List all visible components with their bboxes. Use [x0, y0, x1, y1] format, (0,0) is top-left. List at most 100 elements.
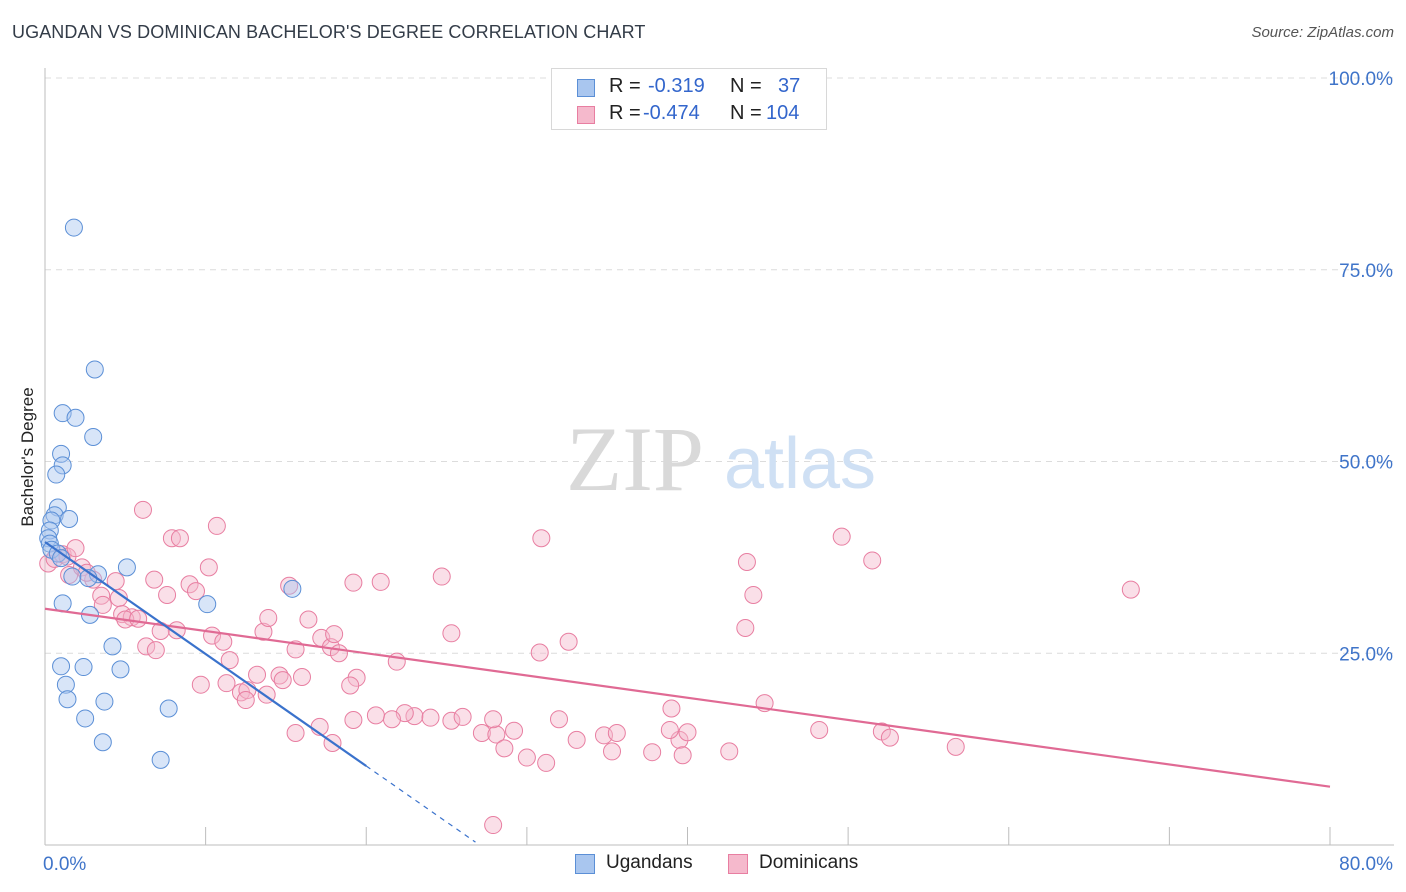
dominican-point	[442, 711, 461, 730]
dominican-point	[421, 708, 440, 727]
trendlines	[44, 541, 1331, 843]
dominican-point	[286, 640, 305, 659]
dominican-point	[880, 728, 899, 747]
dominican-point	[207, 516, 226, 535]
dominican-point	[484, 710, 503, 729]
dominican-point	[344, 573, 363, 592]
watermark-zip: ZIP	[566, 408, 704, 510]
dominican-point	[559, 632, 578, 651]
r-value: -0.319	[648, 75, 705, 97]
dominican-point	[505, 721, 524, 740]
dominican-point	[603, 742, 622, 761]
dominican-trendline	[44, 607, 1331, 788]
dominican-point	[736, 618, 755, 637]
dominican-point	[341, 676, 360, 695]
legend-dominican-label: Dominicans	[759, 852, 859, 873]
dominican-point	[442, 624, 461, 643]
r-value: -0.474	[643, 102, 700, 124]
dominican-point	[607, 724, 626, 743]
dominican-point	[280, 576, 299, 595]
ugandan-trendline	[44, 541, 367, 767]
gridlines	[45, 77, 1394, 654]
dominican-point	[432, 567, 451, 586]
dominican-point	[92, 586, 111, 605]
dominican-point	[405, 707, 424, 726]
ugandan-point	[198, 595, 217, 614]
dominican-point	[810, 720, 829, 739]
dominican-point	[495, 739, 514, 758]
dominican-point	[66, 539, 85, 558]
r-label: R =	[609, 102, 641, 124]
ugandan-point	[47, 465, 66, 484]
dominican-point	[325, 625, 344, 644]
ugandan-point	[283, 579, 302, 598]
ugandan-point	[64, 218, 83, 237]
ugandan-point	[103, 637, 122, 656]
dominican-point	[550, 710, 568, 729]
dominican-point	[347, 668, 366, 687]
ugandan-points	[39, 218, 302, 769]
r-label: R =	[609, 75, 641, 97]
watermark: ZIP atlas	[566, 408, 876, 510]
dominican-point	[832, 527, 851, 546]
ugandan-point	[151, 750, 170, 769]
dominican-point	[254, 622, 273, 641]
x-tick-label: 80.0%	[1339, 854, 1393, 875]
n-value: 104	[766, 102, 800, 124]
ugandan-point	[56, 675, 75, 694]
dominican-point	[1121, 580, 1140, 599]
dominican-point	[146, 641, 165, 660]
dominican-point	[220, 651, 239, 670]
ugandan-point	[52, 444, 71, 463]
dominican-point	[530, 643, 549, 662]
ugandan-point	[58, 690, 77, 709]
dominican-point	[660, 720, 679, 739]
ugandan-point	[111, 660, 130, 679]
dominican-point	[371, 572, 390, 591]
n-label: N =	[730, 102, 762, 124]
dominican-point	[382, 710, 401, 729]
tick-labels: 25.0% 50.0% 75.0% 100.0% 0.0% 80.0%	[43, 69, 1393, 875]
y-tick-label: 50.0%	[1339, 453, 1393, 474]
ugandan-point	[66, 408, 85, 427]
dominican-point	[487, 725, 506, 744]
dominican-point	[299, 610, 318, 629]
dominican-point	[329, 644, 348, 663]
dominican-point	[946, 737, 965, 756]
stats-row-dominicans: R = -0.474 N = 104	[552, 102, 826, 128]
ugandan-point	[84, 427, 103, 446]
ugandan-point	[74, 658, 93, 677]
dominican-point	[186, 582, 205, 601]
stats-box: R = -0.319 N = 37 R = -0.474 N = 104	[551, 68, 827, 130]
x-tick-label: 0.0%	[43, 854, 86, 875]
dominican-point	[678, 723, 697, 742]
dominican-point	[673, 746, 692, 765]
dominican-point	[180, 575, 199, 594]
dominican-point	[133, 500, 152, 519]
dominican-swatch	[577, 106, 595, 124]
legend-ugandan-swatch	[575, 854, 595, 874]
chart-source: Source: ZipAtlas.com	[1251, 24, 1394, 41]
ugandan-point	[159, 699, 178, 718]
ugandan-swatch	[577, 79, 595, 97]
dominican-points	[39, 500, 1140, 835]
dominican-point	[744, 585, 763, 604]
dominican-point	[532, 529, 551, 548]
axes	[44, 68, 1394, 846]
dominican-point	[293, 668, 311, 687]
legend-ugandan-label: Ugandans	[606, 852, 693, 873]
dominican-point	[344, 710, 363, 729]
dominican-point	[537, 753, 556, 772]
ugandan-point	[95, 692, 114, 711]
ugandan-point	[117, 558, 136, 577]
watermark-atlas: atlas	[724, 424, 876, 504]
ugandan-point	[52, 657, 71, 676]
y-tick-label: 100.0%	[1329, 69, 1394, 90]
ugandan-point	[85, 360, 104, 379]
ugandan-point	[53, 456, 72, 475]
dominican-point	[145, 570, 164, 589]
dominican-point	[472, 724, 491, 743]
dominican-point	[484, 816, 503, 835]
chart-title: UGANDAN VS DOMINICAN BACHELOR'S DEGREE C…	[12, 22, 646, 42]
